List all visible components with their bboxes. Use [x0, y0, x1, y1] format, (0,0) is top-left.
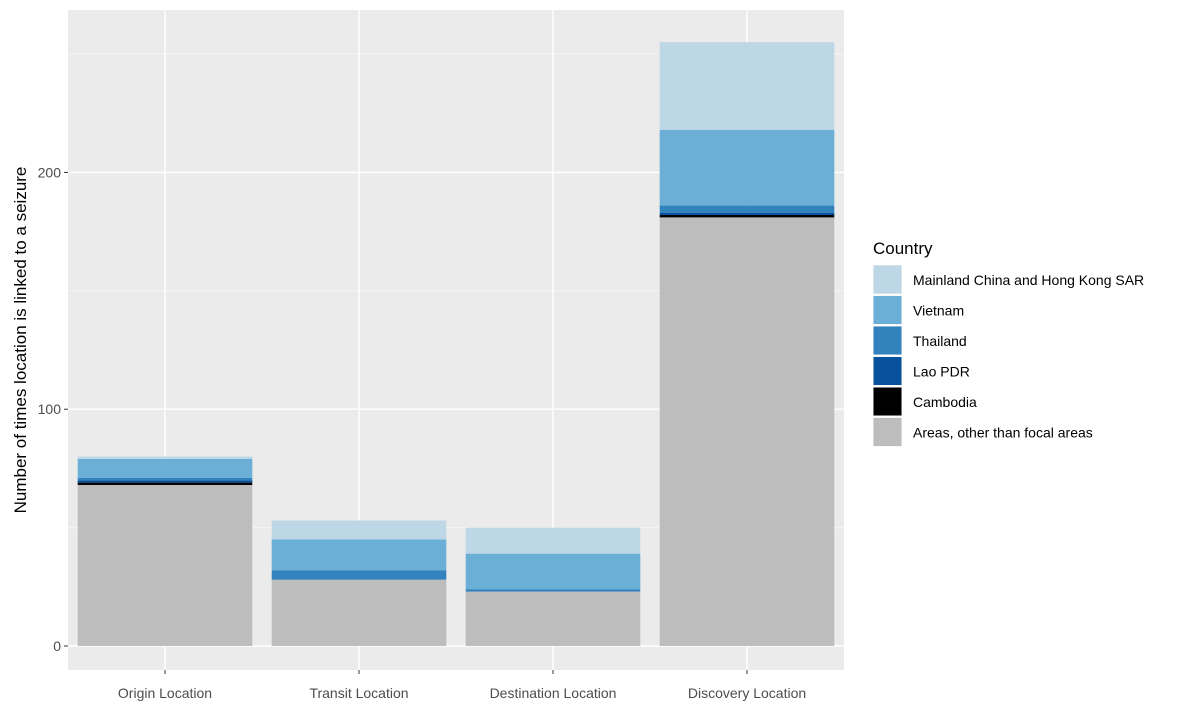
legend-label: Areas, other than focal areas	[913, 425, 1093, 441]
bar-segment	[659, 205, 835, 213]
y-tick-label: 100	[38, 401, 62, 417]
legend-title: Country	[873, 239, 933, 258]
bar-segment	[271, 539, 447, 571]
y-axis-title: Number of times location is linked to a …	[11, 167, 30, 514]
bar-segment	[659, 217, 835, 646]
bar-segment	[77, 480, 253, 483]
legend-swatch	[873, 265, 902, 294]
x-tick-label: Discovery Location	[688, 685, 806, 701]
bar-segment	[465, 553, 641, 590]
bar-segment	[77, 482, 253, 485]
bar-segment	[465, 591, 641, 646]
legend-label: Vietnam	[913, 303, 964, 319]
x-tick-label: Transit Location	[309, 685, 408, 701]
legend-swatch	[873, 296, 902, 324]
bar-segment	[77, 456, 253, 459]
bar-segment	[659, 129, 835, 206]
y-tick-label: 200	[38, 164, 62, 180]
bar-segment	[659, 212, 835, 216]
bar-segment	[77, 477, 253, 481]
y-tick-label: 0	[53, 638, 61, 654]
bar-segment	[271, 520, 447, 540]
x-tick-label: Destination Location	[490, 685, 617, 701]
legend-swatch	[873, 357, 902, 385]
legend-swatch	[873, 418, 902, 446]
bar-segment	[271, 579, 447, 646]
bar-segment	[77, 484, 253, 646]
x-axis-ticks: Origin Location Transit Location Destinati…	[118, 670, 806, 701]
bar-segment	[465, 527, 641, 554]
bar-segment	[77, 458, 253, 478]
x-tick-label: Origin Location	[118, 685, 212, 701]
bar-segment	[271, 570, 447, 580]
legend-label: Lao PDR	[913, 364, 970, 380]
legend-swatch	[873, 387, 902, 416]
y-axis-ticks: 0 100 200	[38, 164, 68, 654]
legend-label: Thailand	[913, 333, 967, 349]
bar-segment	[465, 589, 641, 592]
legend-swatch	[873, 326, 902, 355]
bar-segment	[659, 42, 835, 130]
bars	[77, 42, 835, 646]
bar-segment	[659, 215, 835, 218]
legend-label: Cambodia	[913, 394, 977, 410]
legend-label: Mainland China and Hong Kong SAR	[913, 272, 1144, 288]
legend: Country Mainland China and Hong Kong SAR…	[873, 239, 1144, 447]
